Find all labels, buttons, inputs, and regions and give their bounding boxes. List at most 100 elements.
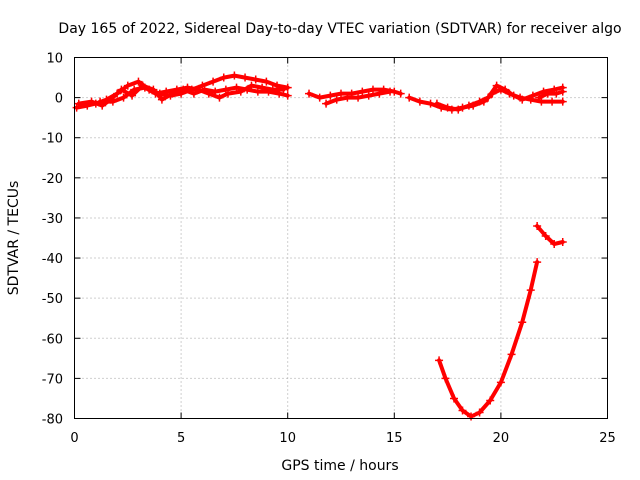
data-point	[364, 91, 373, 100]
series-track-e	[322, 87, 395, 108]
data-point	[475, 97, 484, 106]
chart-title: Day 165 of 2022, Sidereal Day-to-day VTE…	[58, 21, 621, 37]
x-tick-label: 0	[70, 431, 78, 446]
series-track-i	[435, 258, 542, 421]
data-point	[258, 83, 267, 92]
x-tick-label: 25	[599, 431, 616, 446]
y-tick-label: -20	[42, 172, 63, 187]
data-point	[518, 318, 527, 327]
data-point	[458, 406, 467, 415]
data-point	[558, 238, 567, 247]
data-point	[322, 99, 331, 108]
data-point	[236, 87, 245, 96]
data-point	[162, 87, 171, 96]
data-point	[74, 99, 83, 108]
data-point	[283, 91, 292, 100]
data-point	[204, 89, 213, 98]
data-point	[486, 396, 495, 405]
data-point	[130, 85, 139, 94]
data-point	[548, 97, 557, 106]
data-point	[117, 85, 126, 94]
data-point	[151, 89, 160, 98]
data-point	[172, 85, 181, 94]
data-point	[198, 81, 207, 90]
data-point	[268, 85, 277, 94]
data-point	[541, 231, 550, 240]
series-track-g	[432, 81, 567, 114]
data-point	[337, 89, 345, 98]
data-point	[253, 87, 262, 96]
data-point	[283, 83, 292, 92]
data-point	[315, 93, 324, 102]
data-point	[475, 408, 484, 417]
data-point	[443, 103, 452, 112]
data-point	[230, 71, 239, 80]
y-axis-label: SDTVAR / TECUs	[6, 181, 22, 296]
data-point	[492, 81, 501, 90]
data-point	[332, 95, 341, 104]
data-point	[501, 85, 510, 94]
data-point	[535, 93, 544, 102]
y-tick-label: -30	[42, 212, 63, 227]
data-point	[550, 240, 559, 249]
data-point	[558, 87, 567, 96]
data-point	[219, 73, 228, 82]
data-point	[140, 83, 149, 92]
series-line	[535, 224, 565, 246]
data-point	[262, 77, 271, 86]
data-series	[72, 71, 567, 421]
data-point	[343, 93, 352, 102]
data-point	[543, 89, 552, 98]
data-point	[354, 93, 363, 102]
y-tick-labels: 10 0 -10 -20 -30 -40 -50 -60 -70 -80	[42, 52, 63, 428]
series-track-h	[535, 87, 567, 102]
data-point	[221, 85, 230, 94]
y-tick-label: 0	[55, 92, 63, 107]
data-point	[96, 97, 105, 106]
series-track-j	[533, 221, 567, 249]
series-line	[437, 260, 540, 419]
y-tick-label: -80	[42, 413, 63, 428]
data-point	[449, 394, 458, 403]
data-point	[435, 356, 444, 365]
data-point	[157, 95, 166, 104]
data-point	[123, 81, 132, 90]
data-point	[415, 97, 424, 106]
data-point	[507, 350, 516, 359]
data-point	[358, 87, 367, 96]
data-point	[183, 83, 192, 92]
data-point	[134, 77, 143, 86]
data-point	[496, 378, 505, 387]
data-point	[509, 91, 518, 100]
y-tick-label: -70	[42, 372, 63, 387]
data-point	[526, 286, 535, 295]
data-point	[87, 97, 96, 106]
data-point	[189, 89, 198, 98]
x-tick-label: 15	[386, 431, 403, 446]
data-point	[396, 89, 405, 98]
data-point	[558, 97, 567, 106]
data-point	[405, 93, 414, 102]
data-point	[326, 91, 335, 100]
data-point	[247, 81, 256, 90]
data-point	[537, 97, 546, 106]
data-point	[432, 99, 441, 108]
data-point	[533, 221, 542, 230]
tick-marks	[74, 57, 608, 419]
plot-frame	[74, 57, 608, 419]
data-point	[119, 93, 128, 102]
data-point	[467, 412, 476, 421]
data-point	[279, 85, 288, 94]
x-tick-label: 20	[493, 431, 510, 446]
x-tick-labels: 0 5 10 15 20 25	[70, 431, 615, 446]
data-point	[108, 97, 117, 106]
series-line	[537, 89, 565, 100]
data-point	[528, 91, 537, 100]
y-tick-label: -10	[42, 132, 63, 147]
data-point	[194, 85, 203, 94]
data-point	[518, 95, 527, 104]
data-point	[251, 75, 260, 84]
data-point	[72, 103, 81, 112]
